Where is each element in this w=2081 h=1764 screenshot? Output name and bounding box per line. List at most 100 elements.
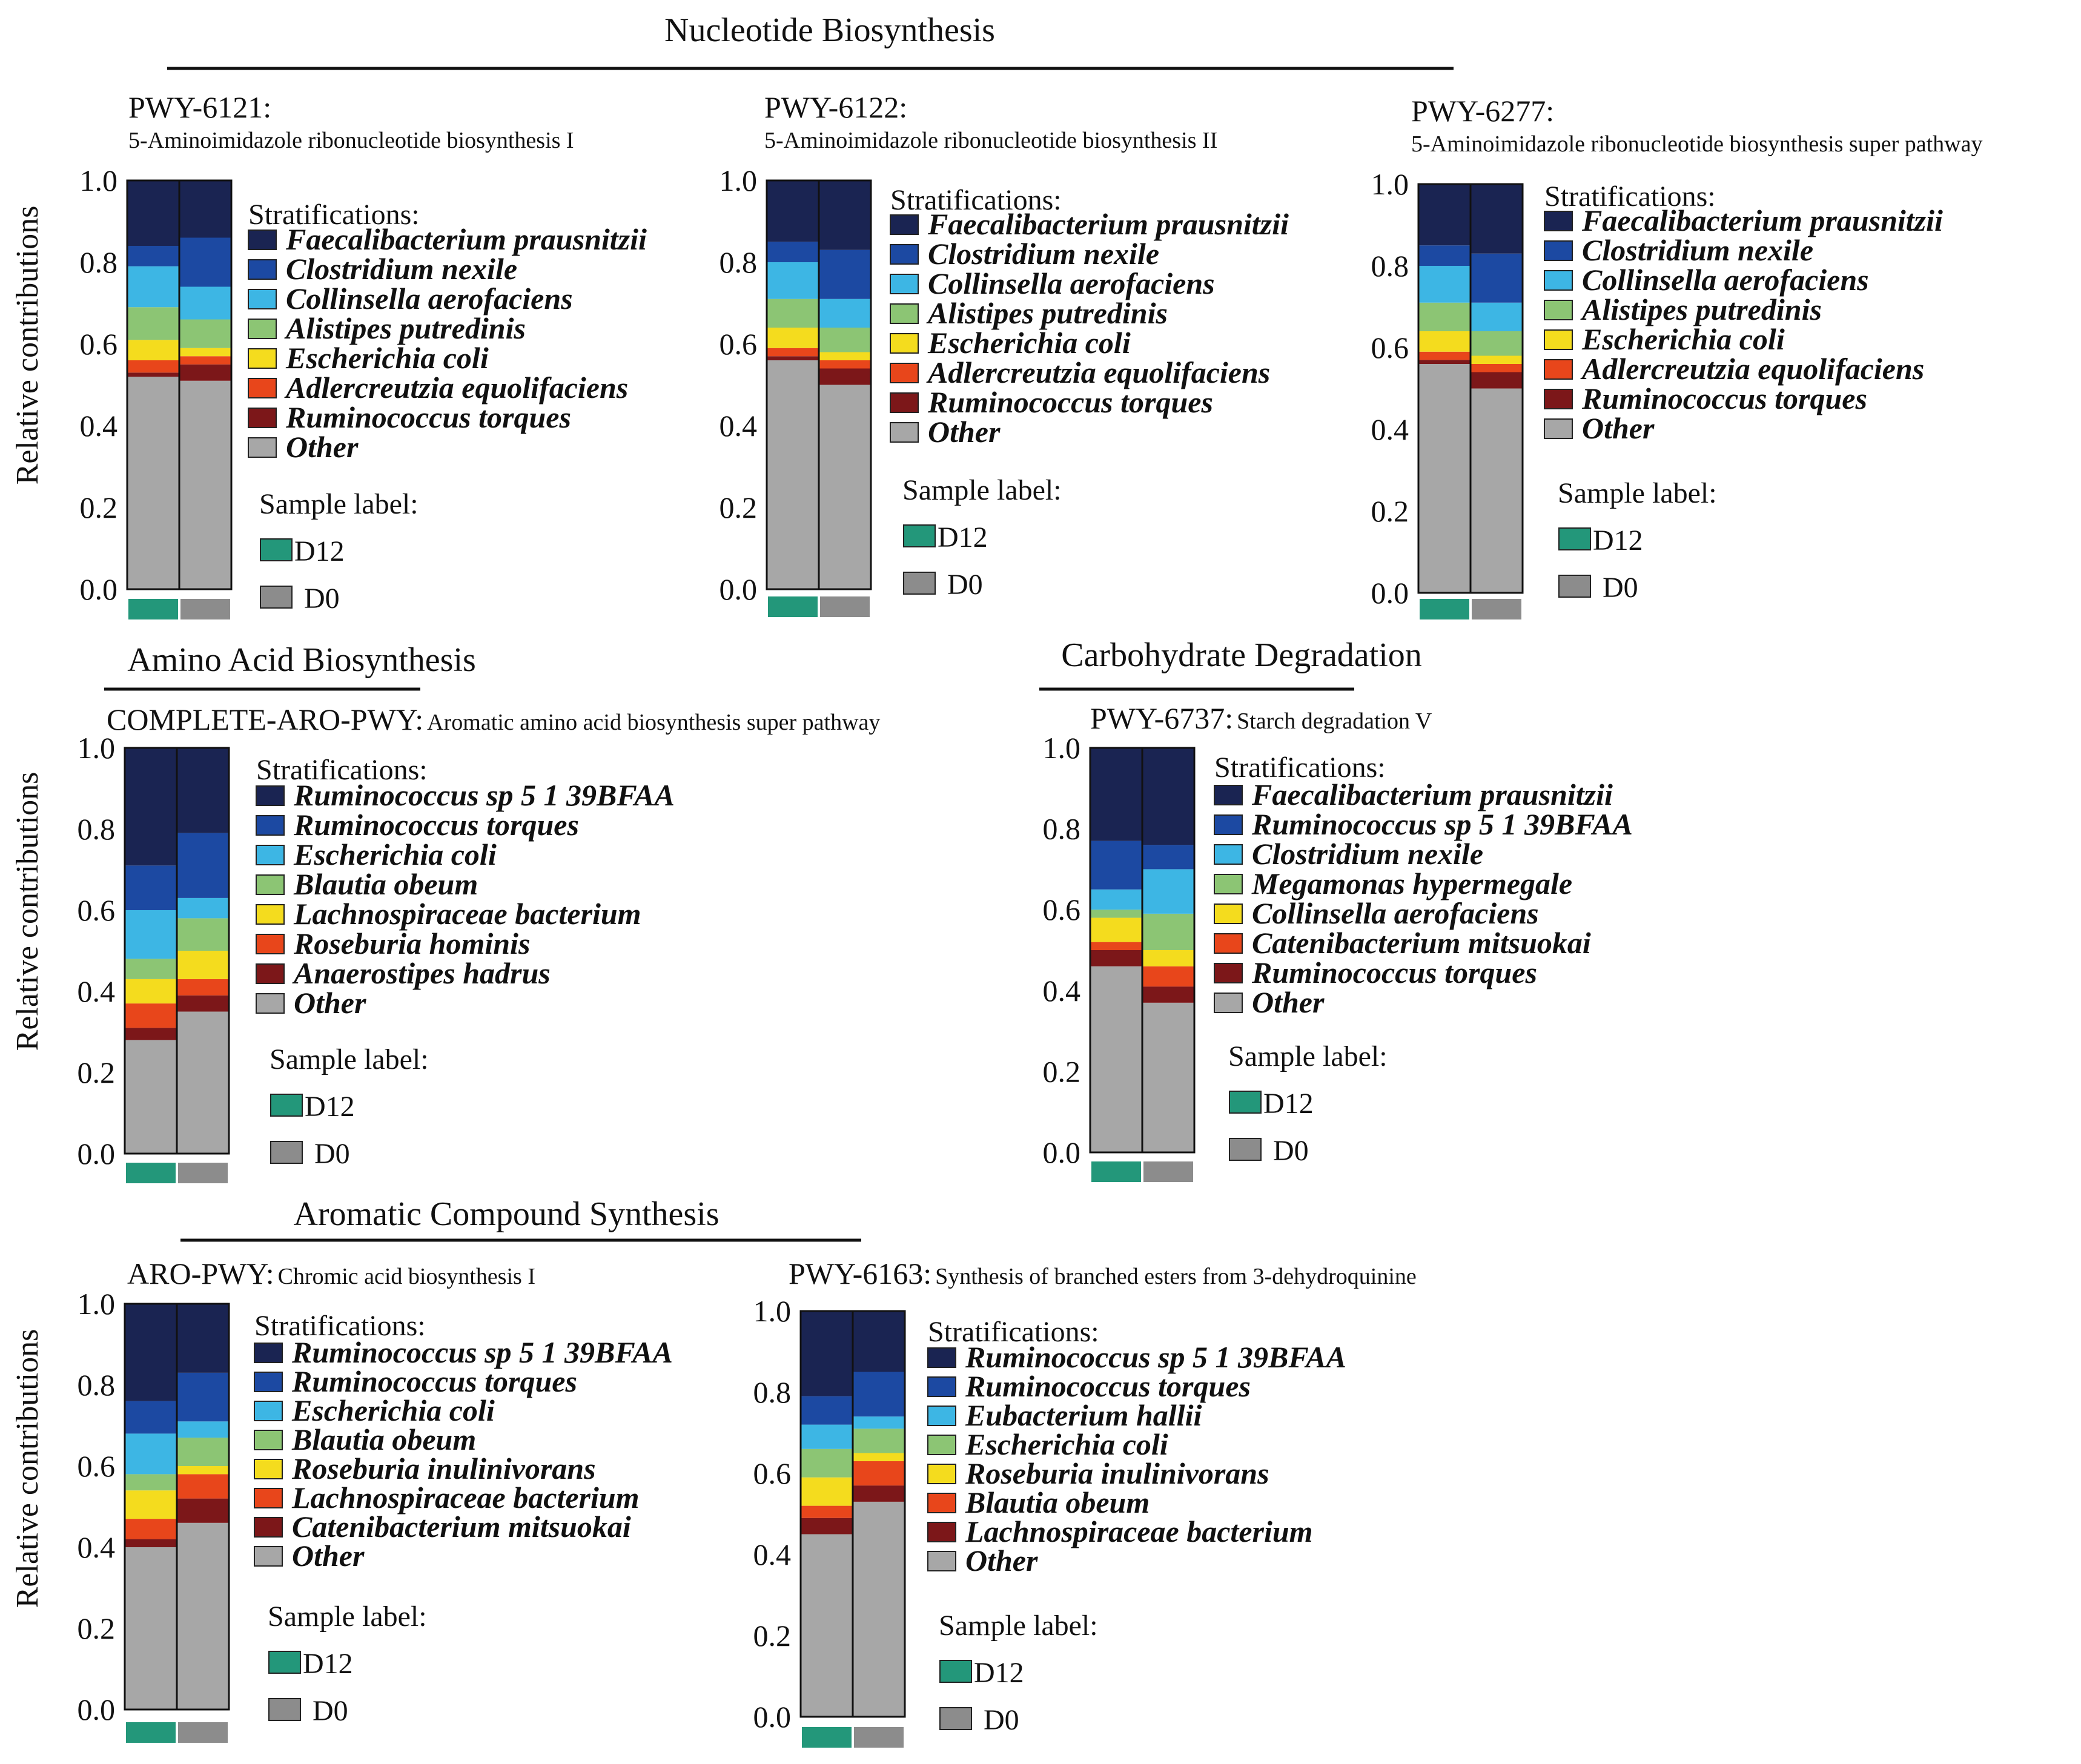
legend-label-clostridium-nexile: Clostridium nexile [286, 252, 517, 286]
sample-legend-title: Sample label: [259, 488, 419, 520]
panel-pwy-6277: PWY-6277: 5-Aminoimidazole ribonucleotide… [1371, 94, 1982, 619]
bar-segment-d0-adlercreutzia-equolifaciens [819, 360, 871, 369]
sample-swatch-d12 [903, 524, 936, 547]
pathway-id: PWY-6277: [1411, 94, 1554, 128]
y-axis-label: Relative contributions [10, 1329, 45, 1608]
bar-segment-d12-other [801, 1534, 853, 1717]
legend-label-faecalibacterium-prausnitzii: Faecalibacterium prausnitzii [1581, 203, 1943, 237]
sample-strip-d0 [820, 596, 870, 617]
section-title-aromatic: Aromatic Compound Synthesis [293, 1195, 719, 1233]
legend-label-roseburia-hominis: Roseburia hominis [293, 927, 530, 960]
y-tick-label: 0.2 [78, 1611, 116, 1645]
legend-swatch-clostridium-nexile [890, 244, 919, 265]
legend-label-alistipes-putredinis: Alistipes putredinis [1580, 292, 1822, 326]
bar-segment-d0-faecalibacterium-prausnitzii [1142, 748, 1194, 845]
bar-segment-d12-adlercreutzia-equolifaciens [767, 348, 819, 357]
legend-swatch-escherichia-coli [256, 845, 285, 865]
legend-swatch-ruminococcus-sp-5-1-39bfaa [1214, 814, 1243, 835]
bar-segment-d12-clostridium-nexile [1418, 245, 1471, 266]
y-tick-label: 1.0 [78, 1287, 116, 1321]
legend-label-ruminococcus-torques: Ruminococcus torques [285, 400, 571, 434]
y-tick-label: 0.2 [80, 491, 118, 524]
legend-label-faecalibacterium-prausnitzii: Faecalibacterium prausnitzii [1251, 778, 1613, 811]
bar-segment-d12-catenibacterium-mitsuokai [1090, 942, 1142, 950]
bar-segment-d0-ruminococcus-torques [819, 368, 871, 385]
bar-segment-d12-alistipes-putredinis [767, 299, 819, 328]
bar-segment-d12-roseburia-inulinivorans [801, 1477, 853, 1506]
y-tick-label: 0.0 [80, 572, 118, 606]
legend-swatch-ruminococcus-torques [1544, 389, 1573, 409]
sample-label-d0: D0 [984, 1704, 1019, 1736]
pathway-id: PWY-6121: [128, 90, 271, 124]
bar-segment-d0-ruminococcus-sp-5-1-39bfaa [1142, 845, 1194, 870]
sample-swatch-d0 [268, 1698, 301, 1721]
sample-strip-d0 [1472, 599, 1521, 619]
legend-label-ruminococcus-sp-5-1-39bfaa: Ruminococcus sp 5 1 39BFAA [291, 1335, 673, 1369]
y-tick-label: 0.6 [753, 1456, 792, 1490]
y-tick-label: 0.8 [78, 812, 116, 846]
bar-segment-d0-ruminococcus-torques [179, 364, 231, 381]
sample-legend-title: Sample label: [270, 1043, 429, 1075]
section-title-amino: Amino Acid Biosynthesis [127, 641, 476, 679]
sample-strip-d0 [178, 1722, 228, 1743]
sample-swatch-d0 [1558, 575, 1591, 598]
legend-swatch-escherichia-coli [254, 1401, 283, 1421]
legend-swatch-clostridium-nexile [1544, 240, 1573, 261]
bar-segment-d0-escherichia-coli [819, 352, 871, 360]
sample-label-d12: D12 [938, 521, 988, 553]
y-tick-label: 0.4 [78, 1530, 116, 1564]
bar-segment-d0-collinsella-aerofaciens [1142, 950, 1194, 966]
bar-segment-d0-blautia-obeum [177, 1438, 229, 1466]
bar-segment-d0-faecalibacterium-prausnitzii [179, 180, 231, 238]
bar-segment-d12-adlercreutzia-equolifaciens [1418, 351, 1471, 360]
bar-segment-d12-escherichia-coli [801, 1449, 853, 1478]
legend-label-adlercreutzia-equolifaciens: Adlercreutzia equolifaciens [926, 355, 1270, 389]
bar-segment-d0-escherichia-coli [177, 1421, 229, 1438]
legend-label-escherichia-coli: Escherichia coli [965, 1427, 1168, 1461]
panel-pwy-6121: PWY-6121: 5-Aminoimidazole ribonucleotide… [10, 90, 647, 619]
legend-label-blautia-obeum: Blautia obeum [291, 1422, 476, 1456]
sample-label-d0: D0 [313, 1695, 348, 1727]
legend-swatch-ruminococcus-sp-5-1-39bfaa [254, 1343, 283, 1363]
bar-segment-d12-blautia-obeum [125, 959, 177, 979]
sample-legend-title: Sample label: [1558, 477, 1717, 509]
panel-pwy-6737: PWY-6737: Starch degradation V 0.0 0.2 0.4 0.… [1043, 701, 1633, 1182]
legend-swatch-ruminococcus-torques [1214, 963, 1243, 983]
pathway-description: Starch degradation V [1237, 709, 1432, 734]
bar-segment-d0-roseburia-inulinivorans [853, 1453, 905, 1461]
bar-segment-d0-clostridium-nexile [1471, 253, 1523, 303]
legend-swatch-catenibacterium-mitsuokai [254, 1517, 283, 1538]
legend-label-ruminococcus-torques: Ruminococcus torques [1581, 382, 1867, 415]
legend-label-other: Other [292, 1539, 365, 1573]
sample-swatch-d0 [270, 1141, 303, 1164]
sample-strip-d0 [1143, 1161, 1193, 1182]
bar-segment-d12-escherichia-coli [1418, 331, 1471, 352]
y-tick-label: 0.2 [720, 491, 758, 524]
legend-label-adlercreutzia-equolifaciens: Adlercreutzia equolifaciens [1580, 352, 1924, 386]
legend-swatch-adlercreutzia-equolifaciens [1544, 359, 1573, 380]
sample-strip-d12 [1091, 1161, 1141, 1182]
legend-label-lachnospiraceae-bacterium: Lachnospiraceae bacterium [291, 1481, 640, 1515]
legend-swatch-collinsella-aerofaciens [890, 274, 919, 294]
bar-segment-d0-catenibacterium-mitsuokai [1142, 966, 1194, 987]
legend-label-catenibacterium-mitsuokai: Catenibacterium mitsuokai [292, 1510, 631, 1544]
bar-segment-d12-collinsella-aerofaciens [767, 262, 819, 299]
legend-swatch-other [254, 1546, 283, 1567]
sample-legend-title: Sample label: [268, 1600, 427, 1633]
bar-segment-d12-escherichia-coli [125, 910, 177, 959]
legend-swatch-lachnospiraceae-bacterium [256, 904, 285, 925]
bar-segment-d0-roseburia-hominis [177, 979, 229, 996]
bar-segment-d12-collinsella-aerofaciens [1418, 266, 1471, 303]
legend-swatch-alistipes-putredinis [1544, 300, 1573, 320]
bar-segment-d12-eubacterium-hallii [801, 1424, 853, 1449]
y-tick-label: 0.6 [1043, 893, 1081, 927]
bar-segment-d12-lachnospiraceae-bacterium [125, 979, 177, 1004]
bar-segment-d12-megamonas-hypermegale [1090, 910, 1142, 918]
bar-segment-d0-ruminococcus-torques [853, 1372, 905, 1417]
legend-label-eubacterium-hallii: Eubacterium hallii [965, 1398, 1202, 1432]
bar-segment-d12-ruminococcus-sp-5-1-39bfaa [1090, 841, 1142, 890]
bar-segment-d0-clostridium-nexile [819, 249, 871, 299]
bar-segment-d12-blautia-obeum [125, 1474, 177, 1491]
legend-swatch-lachnospiraceae-bacterium [927, 1522, 956, 1542]
bar-segment-d12-collinsella-aerofaciens [1090, 917, 1142, 942]
